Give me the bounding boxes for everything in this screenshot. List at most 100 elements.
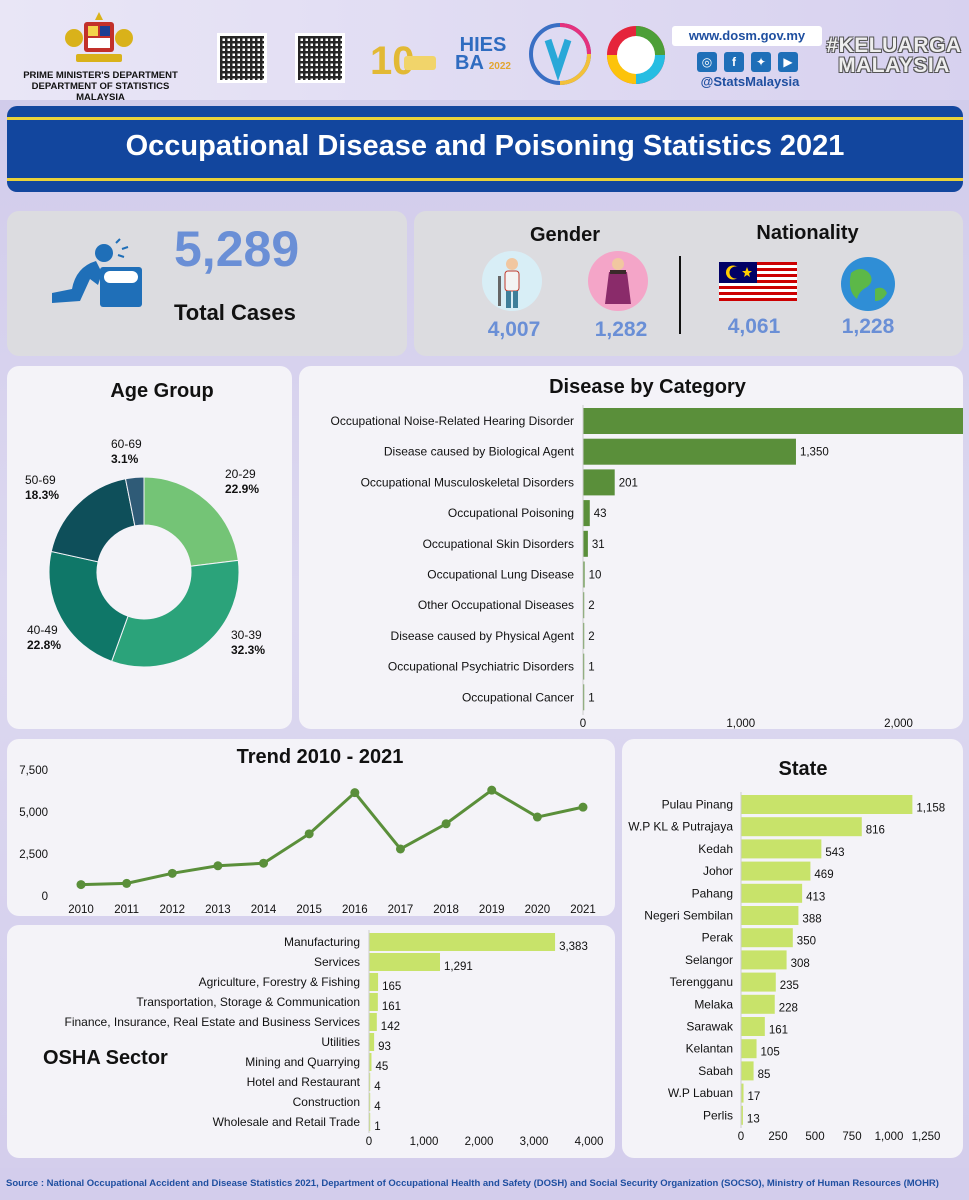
x-tick-label: 1,000 <box>410 1136 439 1148</box>
bar-selangor <box>741 950 787 970</box>
bar-category-label: Disease caused by Biological Agent <box>384 445 575 459</box>
bar-value-label: 85 <box>758 1069 771 1081</box>
x-tick-label: 2,000 <box>465 1136 494 1148</box>
page-title: Occupational Disease and Poisoning Stati… <box>125 130 845 162</box>
bar-agriculture-forestry-fishing <box>369 973 379 991</box>
bar-mining-and-quarrying <box>369 1053 372 1071</box>
bar-w-p-labuan <box>741 1083 744 1103</box>
bar-category-label: W.P KL & Putrajaya <box>628 820 733 834</box>
hies-logo-bottom: BA <box>455 52 484 74</box>
trend-point-2019 <box>487 785 497 795</box>
qr-code-1[interactable] <box>217 33 267 83</box>
bar-finance-insurance-real-estate-and-business-services <box>369 1013 377 1031</box>
divider <box>679 256 681 334</box>
social-handle[interactable]: @StatsMalaysia <box>700 74 800 89</box>
x-tick-label: 2,000 <box>884 718 913 729</box>
bar-value-label: 43 <box>594 508 607 520</box>
bar-value-label: 1 <box>374 1121 380 1133</box>
donut-slice-30-39 <box>110 559 240 668</box>
bar-occupational-skin-disorders <box>583 530 588 557</box>
bar-category-label: Manufacturing <box>284 935 360 949</box>
foreign-count: 1,228 <box>841 315 895 338</box>
bar-value-label: 13 <box>747 1113 760 1125</box>
x-tick-label: 0 <box>738 1131 744 1143</box>
bar-occupational-musculoskeletal-disorders <box>583 469 615 496</box>
male-worker-icon <box>482 251 542 311</box>
bar-category-label: Pulau Pinang <box>662 798 733 812</box>
bar-category-label: Finance, Insurance, Real Estate and Busi… <box>65 1015 361 1029</box>
bar-value-label: 45 <box>375 1061 388 1073</box>
age-category-label: 20-29 <box>225 467 256 481</box>
x-tick-label: 0 <box>366 1136 372 1148</box>
x-tick-label: 2021 <box>570 904 596 916</box>
hies-logo-top: HIES <box>459 34 507 56</box>
bar-value-label: 308 <box>791 958 810 970</box>
bar-category-label: Services <box>314 955 360 969</box>
trend-line-chart: 0 2,500 5,000 7,500 2010 2011 2012 2013 2014 2015… <box>19 765 596 916</box>
disease-category-title: Disease by Category <box>549 376 746 398</box>
bar-occupational-poisoning <box>583 500 590 527</box>
bar-value-label: 350 <box>797 936 816 948</box>
age-group-title: Age Group <box>110 380 214 402</box>
age-percent-label: 18.3% <box>25 488 59 502</box>
bar-category-label: Sabah <box>698 1064 733 1078</box>
bar-value-label: 31 <box>592 539 605 551</box>
bar-category-label: Negeri Sembilan <box>644 909 733 923</box>
age-category-label: 30-39 <box>231 628 262 642</box>
bar-category-label: Pahang <box>692 886 733 900</box>
bar-value-label: 201 <box>619 477 638 489</box>
sick-worker-icon <box>52 238 142 307</box>
malaysia-flag-icon <box>719 262 797 301</box>
x-tick-label: 2011 <box>114 904 139 916</box>
bar-value-label: 816 <box>866 825 885 837</box>
x-tick-label: 750 <box>842 1131 861 1143</box>
male-count: 4,007 <box>487 318 541 341</box>
qr-code-2[interactable] <box>295 33 345 83</box>
bar-kedah <box>741 839 822 859</box>
trend-point-2013 <box>213 861 223 871</box>
bar-value-label: 3,383 <box>559 941 588 953</box>
nationality-heading: Nationality <box>756 222 859 244</box>
bar-category-label: Agriculture, Forestry & Fishing <box>199 975 360 989</box>
coat-of-arms-logo <box>65 12 133 62</box>
bar-value-label: 10 <box>589 570 602 582</box>
bar-terengganu <box>741 972 776 992</box>
total-cases-value: 5,289 <box>174 221 300 277</box>
instagram-icon[interactable]: ◎ <box>697 52 717 72</box>
age-category-label: 60-69 <box>111 437 142 451</box>
trend-point-2015 <box>304 829 314 839</box>
bar-pulau-pinang <box>741 795 913 814</box>
bar-value-label: 1 <box>588 662 594 674</box>
bar-occupational-lung-disease <box>583 561 585 588</box>
trend-card <box>7 739 615 916</box>
bar-wholesale-and-retail-trade <box>369 1113 371 1131</box>
state-title: State <box>778 758 828 780</box>
facebook-icon[interactable]: f <box>724 52 744 72</box>
trend-point-2012 <box>167 868 177 878</box>
x-tick-label: 2018 <box>433 904 459 916</box>
website-url[interactable]: www.dosm.gov.my <box>672 26 822 46</box>
youtube-icon[interactable]: ▶ <box>778 52 798 72</box>
bar-category-label: Construction <box>293 1095 360 1109</box>
x-tick-label: 2013 <box>205 904 231 916</box>
donut-slice-60-69 <box>124 476 145 527</box>
x-tick-label: 2012 <box>159 904 185 916</box>
x-tick-label: 1,000 <box>875 1131 904 1143</box>
osha-sector-card <box>7 925 615 1158</box>
bar-category-label: Occupational Skin Disorders <box>423 537 574 551</box>
x-tick-label: 1,000 <box>726 718 755 729</box>
sdg-wheel-logo <box>607 26 665 84</box>
bar-category-label: Mining and Quarrying <box>245 1055 360 1069</box>
anniversary-logo: 10 <box>370 39 436 83</box>
bar-category-label: Other Occupational Diseases <box>418 598 574 612</box>
twitter-icon[interactable]: ✦ <box>751 52 771 72</box>
female-count: 1,282 <box>594 318 648 341</box>
donut-slice-20-29 <box>143 476 239 567</box>
trend-point-2011 <box>122 878 132 888</box>
female-worker-icon <box>588 251 648 311</box>
bar-category-label: Occupational Poisoning <box>448 506 574 520</box>
state-bar-chart: Pulau Pinang 1,158 W.P KL & Putrajaya 816 Ke… <box>628 792 945 1143</box>
trend-point-2018 <box>441 819 451 829</box>
hashtag-logo: #KELUARGA MALAYSIA <box>824 35 964 76</box>
bar-value-label: 4 <box>374 1101 381 1113</box>
